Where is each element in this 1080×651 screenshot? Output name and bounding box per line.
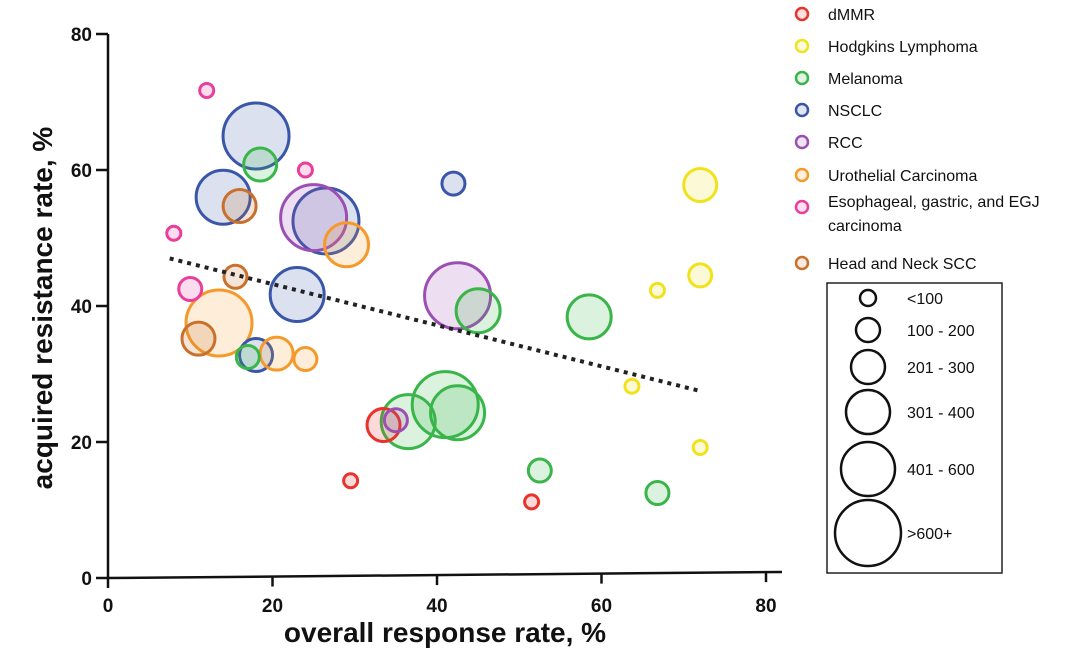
bubble-melanoma xyxy=(565,293,613,341)
bubble-melanoma xyxy=(234,344,261,370)
size-legend-label: 100 - 200 xyxy=(907,323,975,340)
trend-line xyxy=(169,256,701,393)
legend-label: NSCLC xyxy=(828,103,882,120)
bubble-melanoma xyxy=(242,146,279,183)
legend-marker xyxy=(794,167,810,183)
bubble-rcc xyxy=(423,261,493,331)
legend-marker xyxy=(794,255,810,271)
legend-label: Esophageal, gastric, and EGJ carcinoma xyxy=(828,194,1040,235)
bubble-esophageal-gastric-and-egj-carcinoma xyxy=(296,161,314,179)
x-tick-label: 60 xyxy=(591,596,612,617)
bubble-urothelial-carcinoma xyxy=(323,221,371,269)
y-tick-label: 60 xyxy=(71,161,92,182)
legend-label: RCC xyxy=(828,135,863,152)
bubble-hodgkins-lymphoma xyxy=(682,166,719,203)
legend-label: Head and Neck SCC xyxy=(828,256,977,273)
bubble-rcc xyxy=(382,407,409,434)
bubble-dmmr xyxy=(523,493,541,511)
bubble-head-and-neck-scc xyxy=(180,320,217,357)
bubble-melanoma xyxy=(429,384,487,442)
bubble-esophageal-gastric-and-egj-carcinoma xyxy=(165,224,183,242)
bubble-nsclc xyxy=(440,170,467,197)
x-tick-label: 40 xyxy=(426,596,447,617)
legend-label: Urothelial Carcinoma xyxy=(828,168,977,185)
size-legend-label: 201 - 300 xyxy=(907,360,975,377)
legend-marker xyxy=(794,38,810,54)
size-legend-label: >600+ xyxy=(907,526,952,543)
bubble-melanoma xyxy=(526,457,553,484)
legend-marker xyxy=(794,70,810,86)
size-legend-circle xyxy=(839,440,897,498)
size-legend-label: 301 - 400 xyxy=(907,405,975,422)
bubble-esophageal-gastric-and-egj-carcinoma xyxy=(198,81,216,99)
y-tick-label: 80 xyxy=(71,25,92,46)
x-axis-line xyxy=(107,570,783,580)
bubble-esophageal-gastric-and-egj-carcinoma xyxy=(177,276,204,302)
x-tick-label: 20 xyxy=(262,596,283,617)
size-legend-circle xyxy=(844,388,892,436)
x-axis-title: overall response rate, % xyxy=(284,617,606,648)
y-tick-label: 20 xyxy=(71,433,92,454)
legend-label: dMMR xyxy=(828,7,875,24)
size-legend-circle xyxy=(858,288,878,308)
size-legend-label: 401 - 600 xyxy=(907,462,975,479)
y-tick-label: 40 xyxy=(71,297,92,318)
bubble-head-and-neck-scc xyxy=(222,263,249,290)
bubble-rcc xyxy=(279,183,349,253)
legend-marker xyxy=(794,134,810,150)
bubble-hodgkins-lymphoma xyxy=(648,281,666,299)
x-tick-label: 80 xyxy=(755,596,776,617)
bubble-head-and-neck-scc xyxy=(221,188,258,225)
bubble-hodgkins-lymphoma xyxy=(623,377,641,395)
legend-label: Hodgkins Lymphoma xyxy=(828,39,978,56)
legend-marker xyxy=(794,199,810,215)
plot-area xyxy=(165,81,719,511)
size-legend-circle xyxy=(833,498,903,568)
bubble-nsclc xyxy=(194,168,252,226)
legend-marker xyxy=(794,6,810,22)
bubble-dmmr xyxy=(365,407,402,443)
bubble-nsclc xyxy=(268,265,326,323)
y-tick-label: 0 xyxy=(81,569,92,590)
bubble-melanoma xyxy=(454,287,502,335)
bubble-hodgkins-lymphoma xyxy=(691,438,709,456)
bubble-dmmr xyxy=(342,472,360,490)
bubble-hodgkins-lymphoma xyxy=(687,262,714,289)
bubble-urothelial-carcinoma xyxy=(258,335,295,372)
size-legend-circle xyxy=(854,316,882,344)
legend-label: Melanoma xyxy=(828,71,903,88)
size-legend-circle xyxy=(849,348,887,386)
bubble-urothelial-carcinoma xyxy=(184,288,254,358)
y-axis-title: acquired resistance rate, % xyxy=(27,127,58,490)
size-legend-label: <100 xyxy=(907,291,943,308)
bubble-urothelial-carcinoma xyxy=(292,346,319,373)
bubble-melanoma xyxy=(644,480,671,506)
x-tick-label: 0 xyxy=(103,596,114,617)
legend: dMMR Hodgkins Lymphoma Melanoma NSCLC RCC Uro… xyxy=(794,6,1040,273)
legend-marker xyxy=(794,102,810,118)
axis-ticks: 0 20 40 60 80 0 20 40 60 80 xyxy=(71,25,777,617)
size-legend: <100 100 - 200 201 - 300 301 - 400 401 - 600… xyxy=(826,282,1003,574)
